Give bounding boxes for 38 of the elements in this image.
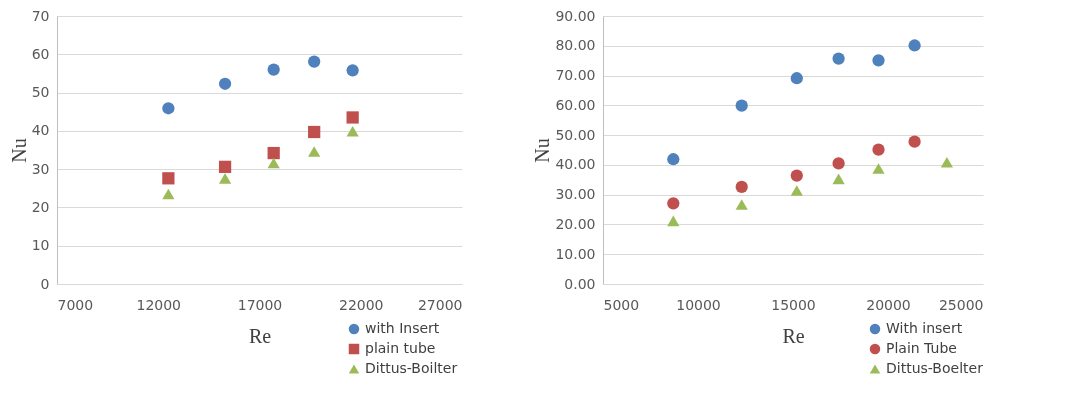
y-tick-label: 10 <box>31 237 50 254</box>
legend-label: Dittus-Boelter <box>886 360 984 376</box>
y-tick-label: 70 <box>31 7 50 24</box>
y-tick-label: 60.00 <box>555 96 596 113</box>
x-tick-label: 15000 <box>771 296 816 313</box>
x-tick-label: 22000 <box>338 296 384 313</box>
y-tick-label: 30 <box>31 160 50 177</box>
y-axis-title: Nu <box>7 138 30 163</box>
y-tick-label: 90.00 <box>555 7 596 24</box>
y-tick-label: 50 <box>31 84 50 101</box>
x-axis-title: Re <box>782 324 805 347</box>
legend-label: with Insert <box>365 320 440 336</box>
y-tick-label: 40.00 <box>555 156 596 173</box>
y-tick-label: 30.00 <box>555 186 596 203</box>
y-tick-label: 0.00 <box>564 275 596 292</box>
y-tick-label: 20 <box>31 198 50 215</box>
x-tick-label: 10000 <box>676 296 721 313</box>
y-tick-label: 10.00 <box>555 245 596 262</box>
x-tick-label: 27000 <box>417 296 463 313</box>
y-tick-label: 20.00 <box>555 215 596 232</box>
x-tick-label: 25000 <box>938 296 984 313</box>
x-tick-label: 7000 <box>57 296 94 313</box>
legend-label: Plain Tube <box>886 340 957 356</box>
y-tick-label: 40 <box>31 122 50 139</box>
x-tick-label: 20000 <box>866 296 911 313</box>
x-tick-label: 12000 <box>136 296 182 313</box>
y-tick-label: 80.00 <box>555 37 596 54</box>
x-tick-label: 5000 <box>603 296 640 313</box>
x-axis-title: Re <box>248 324 272 347</box>
y-tick-label: 0 <box>40 275 50 292</box>
x-tick-label: 17000 <box>237 296 283 313</box>
legend-label: Dittus-Boilter <box>365 360 458 376</box>
y-axis-title: Nu <box>531 138 554 163</box>
y-tick-label: 60 <box>31 45 50 62</box>
legend-label: With insert <box>886 320 963 336</box>
y-tick-label: 50.00 <box>555 126 596 143</box>
y-tick-label: 70.00 <box>555 67 596 84</box>
legend-label: plain tube <box>365 340 436 356</box>
